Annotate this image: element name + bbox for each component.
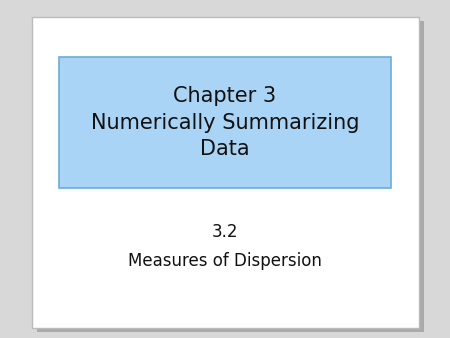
FancyBboxPatch shape [58,57,392,188]
FancyBboxPatch shape [37,21,424,332]
Text: Chapter 3
Numerically Summarizing
Data: Chapter 3 Numerically Summarizing Data [91,86,359,159]
FancyBboxPatch shape [32,17,419,328]
Text: 3.2
Measures of Dispersion: 3.2 Measures of Dispersion [128,223,322,270]
